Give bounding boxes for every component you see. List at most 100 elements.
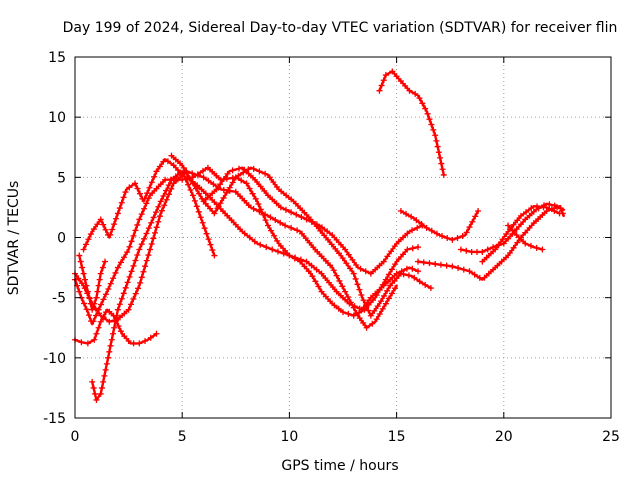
data-point-marker: [444, 234, 451, 241]
data-point-marker: [485, 270, 492, 277]
data-point-marker: [121, 333, 128, 340]
data-point-marker: [318, 224, 325, 231]
data-point-marker: [213, 186, 220, 193]
data-point-marker: [317, 227, 324, 234]
data-point-marker: [305, 268, 312, 275]
data-point-marker: [277, 219, 284, 226]
data-point-marker: [517, 212, 524, 219]
data-point-marker: [211, 210, 218, 217]
data-point-marker: [378, 82, 385, 89]
data-point-marker: [220, 186, 227, 193]
data-point-marker: [303, 258, 310, 265]
data-point-marker: [454, 234, 461, 241]
data-point-marker: [210, 181, 217, 188]
data-point-marker: [146, 184, 153, 191]
data-point-marker: [327, 298, 334, 305]
data-point-marker: [220, 194, 227, 201]
data-point-marker: [136, 246, 143, 253]
data-point-marker: [385, 271, 392, 278]
data-point-marker: [224, 212, 231, 219]
data-point-marker: [463, 247, 470, 254]
data-point-marker: [377, 298, 384, 305]
chart-title: Day 199 of 2024, Sidereal Day-to-day VTE…: [63, 20, 618, 36]
data-point-marker: [99, 264, 106, 271]
data-point-marker: [406, 87, 413, 94]
data-point-marker: [367, 270, 374, 277]
data-point-marker: [217, 181, 224, 188]
data-point-marker: [148, 240, 155, 247]
data-point-marker: [509, 227, 516, 234]
x-axis-label: GPS time / hours: [281, 458, 398, 474]
data-point-marker: [155, 203, 162, 210]
data-point-marker: [180, 164, 187, 171]
data-point-marker: [374, 303, 381, 310]
data-point-marker: [165, 182, 172, 189]
data-point-marker: [164, 158, 171, 165]
data-point-marker: [152, 209, 159, 216]
data-point-marker: [170, 162, 177, 169]
data-point-marker: [513, 226, 520, 233]
data-point-marker: [109, 330, 116, 337]
data-point-marker: [148, 219, 155, 226]
data-point-marker: [270, 179, 277, 186]
data-point-marker: [204, 164, 211, 171]
data-point-marker: [379, 305, 386, 312]
data-point-marker: [124, 279, 131, 286]
data-point-marker: [114, 306, 121, 313]
data-point-marker: [201, 225, 208, 232]
data-point-marker: [170, 180, 177, 187]
data-point-marker: [411, 274, 418, 281]
data-point-marker: [433, 137, 440, 144]
data-point-marker: [143, 200, 150, 207]
data-point-marker: [345, 310, 352, 317]
data-point-marker: [90, 384, 97, 391]
data-point-marker: [142, 337, 149, 344]
data-point-marker: [322, 257, 329, 264]
satellite-track-6: [168, 152, 422, 319]
data-point-marker: [84, 288, 91, 295]
data-point-marker: [256, 168, 263, 175]
data-point-marker: [505, 222, 512, 229]
data-point-marker: [106, 318, 113, 325]
data-point-marker: [179, 171, 186, 178]
x-tick-label: 25: [602, 429, 620, 445]
data-point-marker: [312, 278, 319, 285]
data-point-marker: [97, 270, 104, 277]
data-point-marker: [357, 265, 364, 272]
data-point-marker: [138, 211, 145, 218]
data-point-marker: [76, 288, 83, 295]
data-point-marker: [404, 230, 411, 237]
data-point-marker: [426, 260, 433, 267]
data-point-marker: [382, 72, 389, 79]
data-point-marker: [526, 224, 533, 231]
data-point-marker: [269, 196, 276, 203]
data-point-marker: [102, 226, 109, 233]
data-point-marker: [540, 204, 547, 211]
data-point-marker: [189, 192, 196, 199]
data-point-marker: [434, 143, 441, 150]
data-point-marker: [336, 277, 343, 284]
data-point-marker: [136, 340, 143, 347]
data-point-marker: [277, 242, 284, 249]
data-point-marker: [237, 226, 244, 233]
data-point-marker: [490, 266, 497, 273]
data-point-marker: [97, 390, 104, 397]
data-point-marker: [220, 176, 227, 183]
data-point-marker: [353, 262, 360, 269]
data-point-marker: [144, 190, 151, 197]
data-point-marker: [402, 82, 409, 89]
data-point-marker: [291, 255, 298, 262]
data-point-marker: [282, 222, 289, 229]
data-point-marker: [112, 215, 119, 222]
data-point-marker: [134, 252, 141, 259]
data-point-marker: [329, 232, 336, 239]
data-point-marker: [367, 312, 374, 319]
data-point-marker: [551, 202, 558, 209]
data-point-marker: [117, 259, 124, 266]
data-point-marker: [228, 217, 235, 224]
data-series: [72, 68, 566, 403]
data-point-marker: [313, 221, 320, 228]
data-point-marker: [342, 246, 349, 253]
data-point-marker: [389, 290, 396, 297]
data-point-marker: [298, 214, 305, 221]
